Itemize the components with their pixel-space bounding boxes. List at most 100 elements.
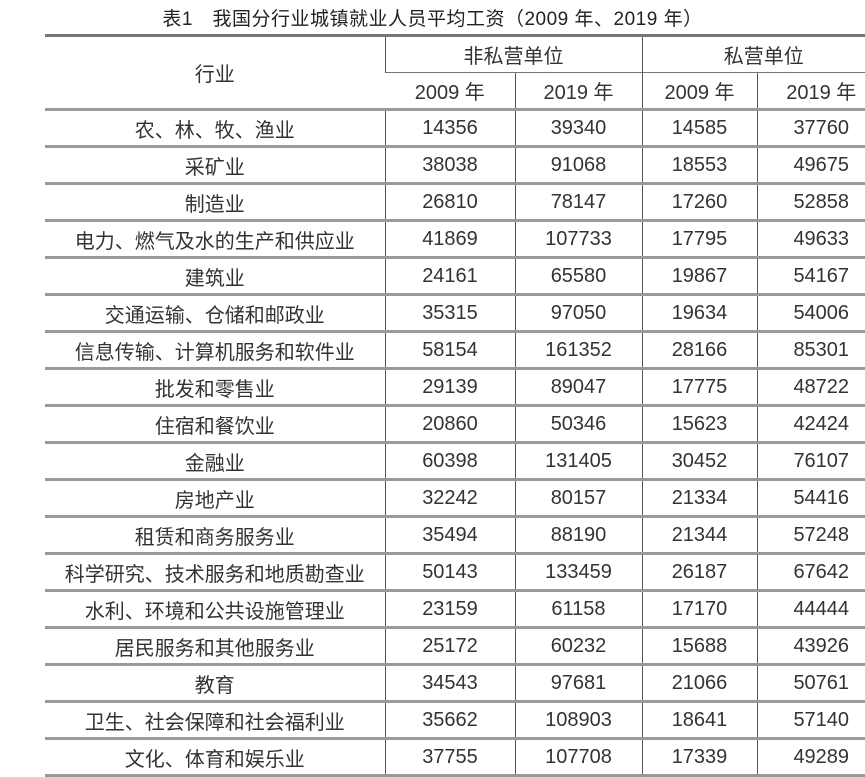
table-row: 教育 34543 97681 21066 50761 [45, 663, 865, 702]
wage-cell: 65580 [514, 256, 642, 295]
header-private: 私营单位 [641, 34, 865, 73]
table-row: 科学研究、技术服务和地质勘查业 50143 133459 26187 67642 [45, 552, 865, 591]
wage-cell: 50346 [514, 404, 642, 443]
wage-table: 行业 非私营单位 私营单位 2009 年 2019 年 2009 年 2019 … [45, 34, 865, 777]
wage-cell: 39340 [514, 108, 642, 147]
wage-cell: 50143 [384, 552, 515, 591]
wage-cell: 60232 [514, 626, 642, 665]
wage-cell: 37755 [384, 737, 515, 777]
wage-cell: 14356 [384, 108, 515, 147]
wage-cell: 21066 [641, 663, 757, 702]
table-row: 水利、环境和公共设施管理业 23159 61158 17170 44444 [45, 589, 865, 628]
table-row: 金融业 60398 131405 30452 76107 [45, 441, 865, 480]
wage-cell: 91068 [514, 145, 642, 184]
wage-cell: 21334 [641, 478, 757, 517]
wage-cell: 108903 [514, 700, 642, 739]
table-row: 住宿和餐饮业 20860 50346 15623 42424 [45, 404, 865, 443]
industry-cell: 教育 [45, 663, 385, 702]
wage-cell: 49675 [756, 145, 865, 184]
table-row: 房地产业 32242 80157 21334 54416 [45, 478, 865, 517]
wage-cell: 38038 [384, 145, 515, 184]
wage-cell: 85301 [756, 330, 865, 369]
table-row: 居民服务和其他服务业 25172 60232 15688 43926 [45, 626, 865, 665]
table-row: 批发和零售业 29139 89047 17775 48722 [45, 367, 865, 406]
table-row: 卫生、社会保障和社会福利业 35662 108903 18641 57140 [45, 700, 865, 739]
wage-cell: 18641 [641, 700, 757, 739]
wage-cell: 18553 [641, 145, 757, 184]
wage-cell: 15623 [641, 404, 757, 443]
industry-cell: 卫生、社会保障和社会福利业 [45, 700, 385, 739]
wage-cell: 76107 [756, 441, 865, 480]
wage-cell: 17795 [641, 219, 757, 258]
wage-cell: 78147 [514, 182, 642, 221]
wage-cell: 42424 [756, 404, 865, 443]
industry-cell: 建筑业 [45, 256, 385, 295]
wage-cell: 35315 [384, 293, 515, 332]
wage-cell: 54167 [756, 256, 865, 295]
industry-cell: 科学研究、技术服务和地质勘查业 [45, 552, 385, 591]
industry-cell: 水利、环境和公共设施管理业 [45, 589, 385, 628]
industry-cell: 住宿和餐饮业 [45, 404, 385, 443]
industry-cell: 批发和零售业 [45, 367, 385, 406]
wage-cell: 17260 [641, 182, 757, 221]
wage-cell: 161352 [514, 330, 642, 369]
wage-cell: 32242 [384, 478, 515, 517]
wage-cell: 21344 [641, 515, 757, 554]
wage-cell: 49289 [756, 737, 865, 777]
wage-cell: 60398 [384, 441, 515, 480]
wage-cell: 54006 [756, 293, 865, 332]
wage-cell: 52858 [756, 182, 865, 221]
header-year: 2019 年 [756, 72, 865, 110]
wage-cell: 17775 [641, 367, 757, 406]
wage-cell: 107733 [514, 219, 642, 258]
wage-cell: 29139 [384, 367, 515, 406]
industry-cell: 信息传输、计算机服务和软件业 [45, 330, 385, 369]
industry-cell: 农、林、牧、渔业 [45, 108, 385, 147]
wage-cell: 24161 [384, 256, 515, 295]
table-row: 建筑业 24161 65580 19867 54167 [45, 256, 865, 295]
wage-cell: 19634 [641, 293, 757, 332]
wage-cell: 19867 [641, 256, 757, 295]
wage-cell: 37760 [756, 108, 865, 147]
wage-cell: 48722 [756, 367, 865, 406]
industry-cell: 租赁和商务服务业 [45, 515, 385, 554]
wage-cell: 44444 [756, 589, 865, 628]
industry-cell: 采矿业 [45, 145, 385, 184]
header-year: 2009 年 [641, 72, 757, 110]
wage-cell: 88190 [514, 515, 642, 554]
wage-cell: 50761 [756, 663, 865, 702]
header-industry: 行业 [45, 34, 385, 110]
industry-cell: 制造业 [45, 182, 385, 221]
wage-cell: 97050 [514, 293, 642, 332]
wage-cell: 97681 [514, 663, 642, 702]
wage-cell: 61158 [514, 589, 642, 628]
wage-cell: 25172 [384, 626, 515, 665]
wage-cell: 35662 [384, 700, 515, 739]
table-row: 制造业 26810 78147 17260 52858 [45, 182, 865, 221]
wage-cell: 20860 [384, 404, 515, 443]
wage-cell: 41869 [384, 219, 515, 258]
wage-cell: 57140 [756, 700, 865, 739]
table-row: 信息传输、计算机服务和软件业 58154 161352 28166 85301 [45, 330, 865, 369]
wage-cell: 131405 [514, 441, 642, 480]
wage-cell: 23159 [384, 589, 515, 628]
table-row: 农、林、牧、渔业 14356 39340 14585 37760 [45, 108, 865, 147]
wage-cell: 26810 [384, 182, 515, 221]
header-year: 2009 年 [385, 72, 515, 110]
wage-cell: 58154 [384, 330, 515, 369]
industry-cell: 金融业 [45, 441, 385, 480]
header-non-private: 非私营单位 [384, 34, 642, 73]
wage-cell: 49633 [756, 219, 865, 258]
industry-cell: 交通运输、仓储和邮政业 [45, 293, 385, 332]
wage-cell: 17339 [641, 737, 757, 777]
wage-cell: 67642 [756, 552, 865, 591]
header-year: 2019 年 [514, 72, 642, 110]
wage-cell: 107708 [514, 737, 642, 777]
table-row: 电力、燃气及水的生产和供应业 41869 107733 17795 49633 [45, 219, 865, 258]
industry-cell: 文化、体育和娱乐业 [45, 737, 385, 777]
wage-cell: 26187 [641, 552, 757, 591]
wage-cell: 35494 [384, 515, 515, 554]
industry-cell: 电力、燃气及水的生产和供应业 [45, 219, 385, 258]
wage-cell: 57248 [756, 515, 865, 554]
wage-cell: 89047 [514, 367, 642, 406]
